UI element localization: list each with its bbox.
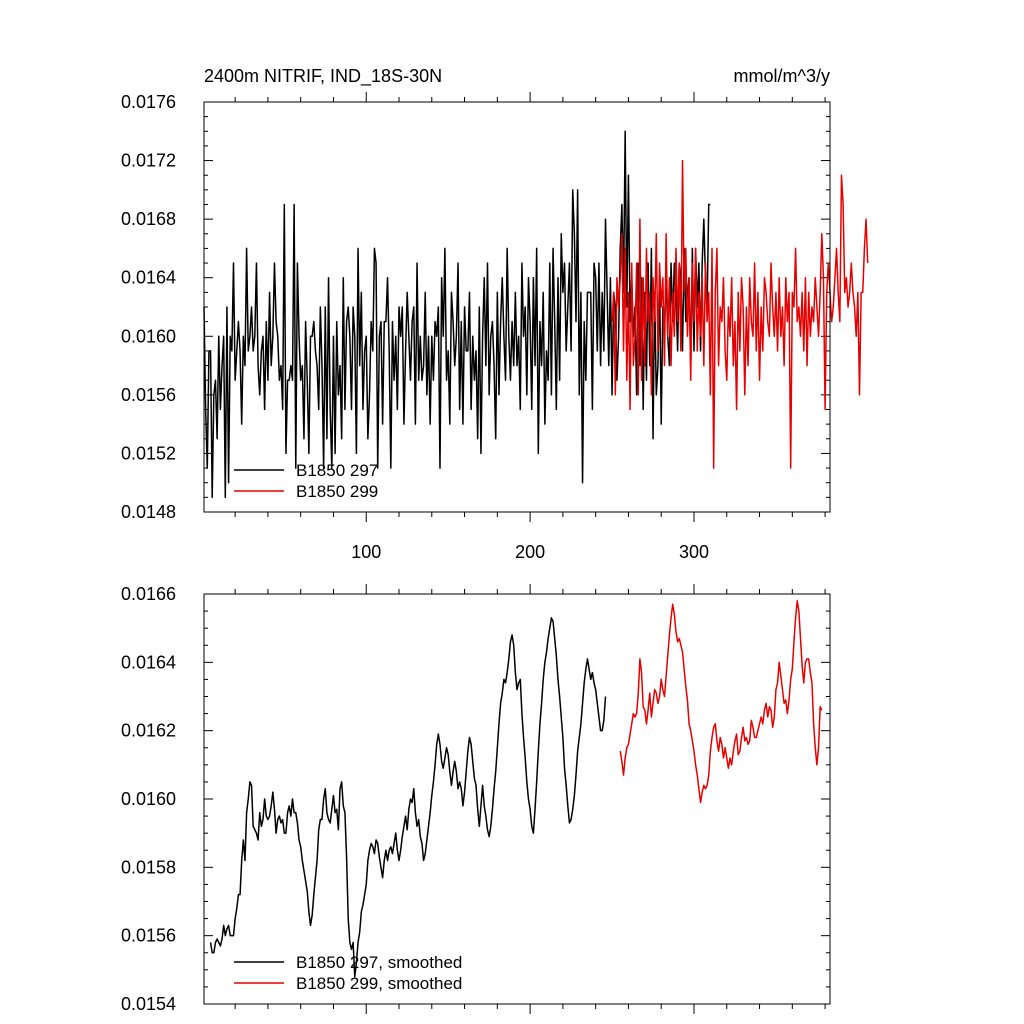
y-tick-label: 0.0164: [121, 268, 176, 288]
y-tick-label: 0.0168: [121, 209, 176, 229]
bottom-panel-legend: B1850 297, smoothed B1850 299, smoothed: [234, 953, 462, 993]
series-line-0: [203, 130, 711, 499]
series-line-0: [209, 617, 607, 978]
bottom-panel-ticks: [204, 584, 830, 1014]
top-panel-units: mmol/m^3/y: [734, 66, 830, 86]
y-tick-label: 0.0160: [121, 326, 176, 346]
top-panel-title: 2400m NITRIF, IND_18S-30N: [204, 66, 442, 87]
y-tick-label: 0.0162: [121, 721, 176, 741]
x-tick-label: 100: [351, 542, 381, 562]
top-panel: 2400m NITRIF, IND_18S-30N mmol/m^3/y B18…: [121, 66, 869, 562]
y-tick-label: 0.0152: [121, 443, 176, 463]
series-line-1: [611, 159, 869, 469]
bottom-panel-series: [209, 600, 823, 978]
legend-label-1: B1850 299: [296, 482, 378, 501]
series-line-1: [619, 600, 823, 804]
legend-label-0: B1850 297: [296, 461, 378, 480]
y-tick-label: 0.0156: [121, 926, 176, 946]
y-tick-label: 0.0160: [121, 789, 176, 809]
y-tick-label: 0.0148: [121, 502, 176, 522]
legend-label-0: B1850 297, smoothed: [296, 953, 462, 972]
y-tick-label: 0.0164: [121, 652, 176, 672]
x-tick-label: 300: [679, 542, 709, 562]
top-panel-frame: [203, 101, 831, 513]
y-tick-label: 0.0172: [121, 151, 176, 171]
y-tick-label: 0.0158: [121, 857, 176, 877]
top-panel-series: [203, 130, 869, 499]
y-tick-label: 0.0176: [121, 92, 176, 112]
bottom-panel: B1850 297, smoothed B1850 299, smoothed 0…: [121, 584, 831, 1014]
top-panel-legend: B1850 297 B1850 299: [234, 461, 378, 501]
y-tick-label: 0.0166: [121, 584, 176, 604]
bottom-panel-frame: [203, 593, 831, 1005]
legend-label-1: B1850 299, smoothed: [296, 974, 462, 993]
y-tick-label: 0.0156: [121, 385, 176, 405]
y-tick-label: 0.0154: [121, 994, 176, 1014]
x-tick-label: 200: [515, 542, 545, 562]
